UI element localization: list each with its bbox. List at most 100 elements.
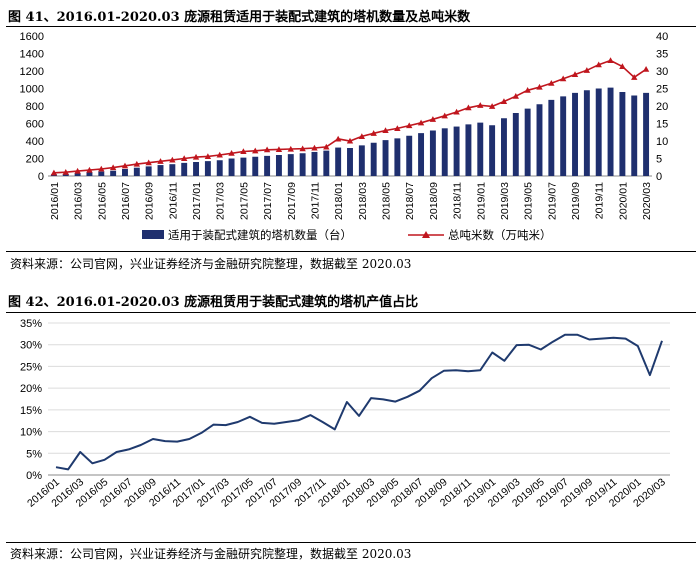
- y-left-tick-label: 200: [26, 154, 44, 166]
- y-left-tick-label: 1400: [20, 49, 44, 61]
- legend-label-bar: 适用于装配式建筑的塔机数量（台）: [168, 228, 352, 242]
- y-left-tick-label: 800: [26, 101, 44, 113]
- y-left-tick-label: 0: [38, 171, 44, 183]
- y-right-tick-label: 15: [656, 119, 668, 131]
- y-tick-label: 25%: [20, 361, 42, 373]
- line-point: [536, 83, 543, 90]
- line-point: [252, 147, 259, 154]
- y-right-tick-label: 40: [656, 31, 668, 43]
- x-tick-label: 2018/09: [428, 182, 440, 220]
- line-point: [524, 87, 531, 93]
- x-tick-label: 2017/05: [238, 182, 250, 220]
- x-tick-label: 2018/07: [404, 182, 416, 220]
- line-point: [642, 66, 650, 72]
- bar: [358, 145, 365, 176]
- bar: [216, 160, 223, 176]
- y-right-tick-label: 10: [656, 136, 668, 148]
- line-point: [619, 63, 626, 70]
- bar: [240, 157, 247, 176]
- line-point: [157, 158, 164, 164]
- line-point: [109, 164, 117, 171]
- x-tick-label: 2017/03: [215, 182, 227, 220]
- bar: [228, 158, 235, 176]
- line-point: [370, 130, 377, 136]
- y-right-tick-label: 35: [656, 49, 668, 61]
- bar: [619, 92, 626, 176]
- line-point: [571, 71, 579, 78]
- y-left-tick-label: 1000: [20, 84, 44, 96]
- bar: [287, 154, 294, 176]
- y-tick-label: 0%: [26, 470, 42, 482]
- y-left-tick-label: 600: [26, 119, 44, 131]
- y-tick-label: 35%: [20, 318, 42, 330]
- line-point: [406, 122, 413, 129]
- bar: [465, 124, 472, 176]
- series-line-share: [55, 333, 663, 471]
- x-tick-label: 2019/03: [499, 182, 511, 220]
- bar: [595, 88, 602, 176]
- x-tick-label: 2019/11: [594, 182, 606, 219]
- line-point: [180, 155, 188, 162]
- line-point: [323, 143, 330, 150]
- bar: [560, 96, 567, 176]
- x-tick-label: 2018/11: [452, 182, 464, 219]
- bar: [62, 173, 69, 176]
- y-tick-label: 5%: [26, 448, 42, 460]
- line-point: [133, 160, 141, 167]
- bar: [501, 118, 507, 176]
- line-point: [488, 103, 496, 109]
- line-point: [429, 116, 437, 122]
- x-tick-label: 2017/01: [191, 182, 203, 220]
- line-point: [311, 144, 318, 151]
- y-left-tick-label: 1600: [20, 31, 44, 43]
- line-point: [204, 153, 212, 159]
- x-tick-label: 2019/05: [523, 182, 535, 220]
- bar: [145, 166, 152, 176]
- line-point: [86, 166, 93, 173]
- bar: [477, 122, 484, 176]
- x-tick-label: 2016/01: [49, 182, 61, 220]
- x-tick-label: 2016/03: [73, 182, 85, 220]
- x-tick-label: 2017/11: [309, 182, 321, 219]
- bar: [204, 161, 211, 176]
- y-right-tick-label: 0: [656, 171, 662, 183]
- bar: [299, 153, 306, 176]
- line-point: [559, 75, 567, 82]
- x-tick-label: 2019/01: [475, 182, 487, 220]
- chart-output-value-share: 0%5%10%15%20%25%30%35%2016/012016/032016…: [20, 318, 670, 510]
- line-point: [275, 146, 283, 152]
- bar: [607, 87, 614, 176]
- line-point: [263, 146, 271, 153]
- line-point: [548, 80, 555, 86]
- x-tick-label: 2020/01: [617, 182, 629, 220]
- figure-42-bottom-rule: [6, 542, 696, 543]
- bar: [406, 135, 413, 176]
- figure-41-title: 图 41、2016.01-2020.03 庞源租赁适用于装配式建筑的塔机数量及总…: [8, 10, 471, 25]
- line-point: [465, 104, 472, 111]
- bar: [524, 108, 531, 176]
- legend-swatch-marker: [422, 231, 430, 238]
- bar: [311, 151, 318, 176]
- bar: [110, 170, 117, 176]
- line-point: [62, 168, 69, 175]
- bar: [157, 165, 164, 176]
- y-right-tick-label: 25: [656, 84, 668, 96]
- x-tick-label: 2016/05: [96, 182, 108, 220]
- line-point: [512, 93, 520, 99]
- line-point: [216, 151, 223, 158]
- bar: [643, 92, 650, 176]
- line-point: [453, 108, 460, 115]
- figure-42-top-rule: [6, 312, 696, 313]
- line-point: [583, 67, 591, 73]
- line-point: [441, 112, 448, 119]
- x-tick-label: 2018/05: [381, 182, 393, 220]
- y-left-tick-label: 400: [26, 136, 44, 148]
- bar: [264, 155, 271, 176]
- bar: [453, 126, 460, 176]
- line-point: [121, 162, 129, 169]
- line-point: [240, 148, 247, 155]
- bar: [193, 162, 199, 176]
- bar: [548, 99, 555, 176]
- bar: [252, 156, 259, 176]
- bar: [572, 92, 578, 176]
